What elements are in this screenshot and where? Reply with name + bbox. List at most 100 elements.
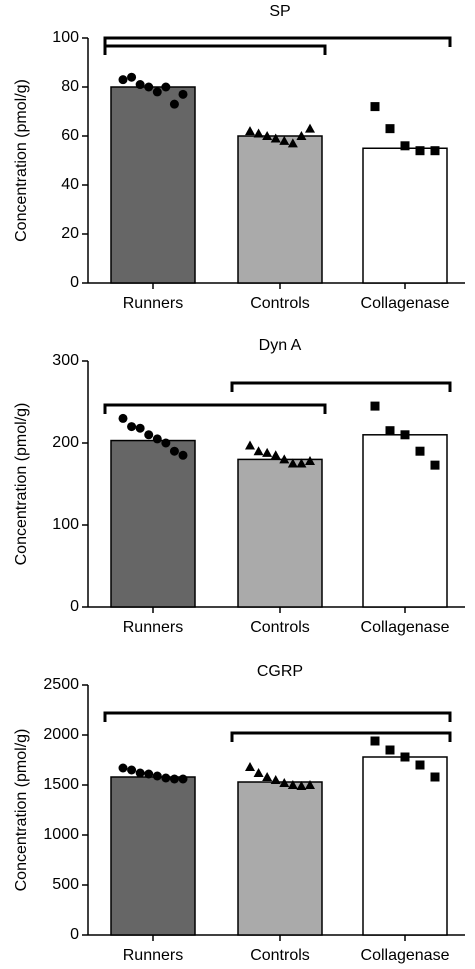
y-axis-label: Concentration (pmol/g): [13, 79, 30, 242]
bar: [362, 147, 448, 284]
x-tick-label: Runners: [123, 947, 183, 964]
panel-title: Dyn A: [259, 337, 302, 354]
data-point: [161, 438, 171, 448]
data-point: [279, 135, 290, 145]
data-point: [253, 768, 264, 777]
data-point: [144, 769, 154, 779]
data-point: [279, 454, 290, 464]
y-tick-label: 500: [52, 876, 79, 893]
data-point: [118, 413, 128, 423]
data-point: [144, 430, 154, 440]
data-point: [305, 123, 315, 133]
data-point: [152, 771, 162, 781]
data-point: [262, 447, 273, 457]
significance-bracket: [230, 731, 452, 742]
data-point: [135, 80, 145, 90]
y-tick-label: 20: [61, 225, 79, 242]
data-point: [400, 752, 410, 762]
data-point: [270, 133, 281, 143]
data-point: [415, 146, 425, 156]
data-point: [169, 99, 179, 109]
data-point: [262, 772, 273, 781]
y-tick-label: 300: [52, 352, 79, 369]
data-point: [305, 456, 315, 466]
data-point: [400, 430, 410, 440]
data-point: [270, 775, 281, 784]
y-tick-label: 80: [61, 78, 79, 95]
y-axis-label: Concentration (pmol/g): [13, 729, 30, 892]
y-tick-label: 2000: [43, 726, 79, 743]
y-tick-label: 2500: [43, 676, 79, 693]
data-point: [385, 745, 395, 755]
significance-bracket: [103, 36, 452, 47]
significance-bracket: [103, 711, 452, 722]
data-point: [152, 434, 162, 444]
data-point: [253, 446, 264, 456]
y-tick-label: 0: [70, 926, 79, 943]
significance-bracket: [103, 403, 327, 414]
x-tick-label: Collagenase: [361, 295, 450, 312]
data-point: [430, 772, 440, 782]
x-tick-label: Controls: [250, 947, 310, 964]
data-point: [430, 460, 440, 470]
data-point: [127, 765, 137, 775]
data-point: [262, 131, 273, 140]
y-tick-label: 1500: [43, 776, 79, 793]
data-point: [127, 422, 137, 432]
data-point: [270, 450, 281, 460]
y-tick-label: 0: [70, 598, 79, 615]
data-point: [287, 458, 298, 468]
significance-bracket: [103, 44, 327, 55]
y-axis-label: Concentration (pmol/g): [13, 403, 30, 566]
data-point: [169, 774, 179, 784]
y-tick-label: 100: [52, 516, 79, 533]
significance-bracket: [230, 381, 452, 392]
x-tick-label: Runners: [123, 295, 183, 312]
data-point: [296, 458, 307, 468]
y-tick-label: 0: [70, 274, 79, 291]
data-point: [305, 780, 315, 789]
data-point: [118, 763, 128, 773]
data-point: [370, 736, 380, 746]
x-tick-label: Collagenase: [361, 947, 450, 964]
data-point: [135, 423, 145, 433]
data-point: [127, 72, 137, 82]
data-point: [385, 124, 395, 134]
data-point: [253, 128, 264, 138]
y-tick-label: 40: [61, 176, 79, 193]
y-tick-label: 1000: [43, 826, 79, 843]
y-tick-label: 60: [61, 127, 79, 144]
x-tick-label: Controls: [250, 619, 310, 636]
data-point: [169, 446, 179, 456]
bar: [237, 458, 323, 608]
data-point: [245, 762, 255, 771]
data-point: [385, 426, 395, 436]
bar: [110, 439, 196, 608]
bar: [110, 86, 196, 284]
data-point: [415, 446, 425, 456]
data-point: [245, 126, 255, 136]
data-point: [415, 760, 425, 770]
data-point: [370, 401, 380, 411]
data-point: [287, 780, 298, 789]
data-point: [144, 82, 154, 92]
data-point: [178, 450, 188, 460]
bar: [237, 135, 323, 284]
data-point: [161, 773, 171, 783]
data-point: [287, 138, 298, 148]
data-point: [296, 781, 307, 790]
data-point: [161, 82, 171, 92]
data-point: [245, 440, 255, 450]
data-point: [400, 141, 410, 151]
x-tick-label: Controls: [250, 295, 310, 312]
data-point: [296, 131, 307, 140]
data-point: [279, 778, 290, 787]
data-point: [178, 89, 188, 99]
bar: [110, 776, 196, 936]
data-point: [430, 146, 440, 156]
panel-title: SP: [269, 3, 290, 20]
y-tick-label: 100: [52, 29, 79, 46]
bar: [362, 434, 448, 608]
